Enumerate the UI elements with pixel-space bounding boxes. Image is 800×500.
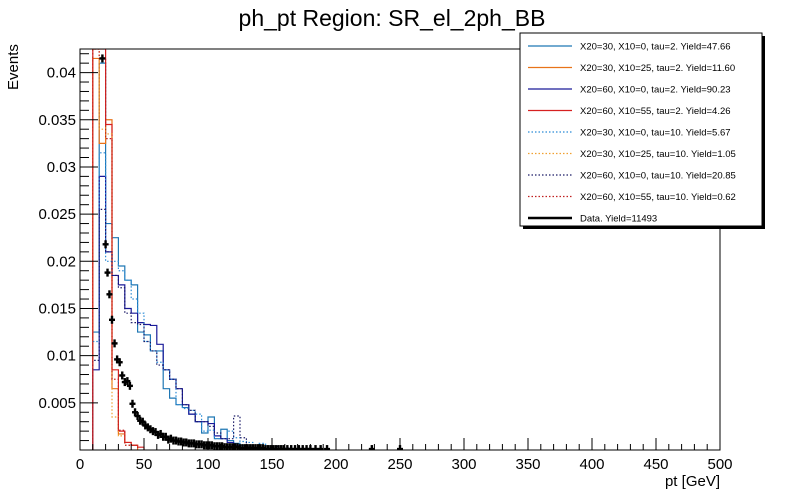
y-tick-label: 0.005 [38,395,76,412]
y-tick-label: 0.01 [47,348,76,365]
data-point [111,339,118,348]
series-line-8 [92,49,139,450]
data-point [312,445,319,450]
legend: X20=30, X10=0, tau=2. Yield=47.66 X20=30,… [519,32,765,229]
y-tick-label: 0.015 [38,300,76,317]
x-tick-label: 250 [387,456,412,473]
y-tick-label: 0.03 [47,159,76,176]
x-axis-label: pt [GeV] [665,473,720,490]
y-tick-label: 0.025 [38,206,76,223]
x-tick-label: 200 [323,456,348,473]
y-tick-label: 0.035 [38,112,76,129]
y-tick-label: 0.04 [47,65,76,82]
plot-area [92,49,403,450]
data-point [116,358,123,367]
data-point [317,445,324,450]
x-tick-label: 50 [136,456,153,473]
plot-clip-group [92,49,403,450]
x-tick-label: 350 [515,456,540,473]
x-tick-label: 150 [259,456,284,473]
x-tick-label: 0 [76,456,84,473]
x-tick-label: 300 [451,456,476,473]
axes: 0 50 100 150 200 250 300 350 400 450 500 0.005 0.01 0… [38,48,733,473]
x-tick-label: 450 [643,456,668,473]
legend-entry: X20=60, X10=55, tau=10. Yield=0.62 [580,192,736,203]
data-point [129,399,136,408]
legend-entry: X20=30, X10=25, tau=2. Yield=11.60 [580,63,735,74]
series-line-5 [92,152,279,450]
legend-entry: X20=30, X10=0, tau=10. Yield=5.67 [580,128,731,139]
x-tick-label: 500 [707,456,732,473]
legend-entry: X20=60, X10=0, tau=10. Yield=20.85 [580,171,736,182]
data-point [106,290,113,299]
legend-box [519,32,763,227]
legend-entry: X20=60, X10=0, tau=2. Yield=90.23 [580,85,731,96]
legend-entry: X20=30, X10=0, tau=2. Yield=47.66 [580,42,731,53]
legend-entry: X20=30, X10=25, tau=10. Yield=1.05 [580,149,736,160]
data-point [104,268,111,277]
y-axis-label: Events [5,44,22,90]
data-point [99,54,106,63]
data-point [134,412,141,421]
legend-entry: X20=60, X10=55, tau=2. Yield=4.26 [580,106,731,117]
data-point [324,445,331,450]
data-point [102,240,109,249]
chart-title: ph_pt Region: SR_el_2ph_BB [239,5,546,31]
data-point [368,445,375,450]
data-point [124,377,131,386]
data-point [119,371,126,380]
data-point [109,315,115,324]
x-tick-label: 400 [579,456,604,473]
legend-entry-data: Data. Yield=11493 [580,214,657,225]
x-tick-label: 100 [195,456,220,473]
data-point [126,381,133,390]
y-tick-label: 0.02 [47,253,76,270]
